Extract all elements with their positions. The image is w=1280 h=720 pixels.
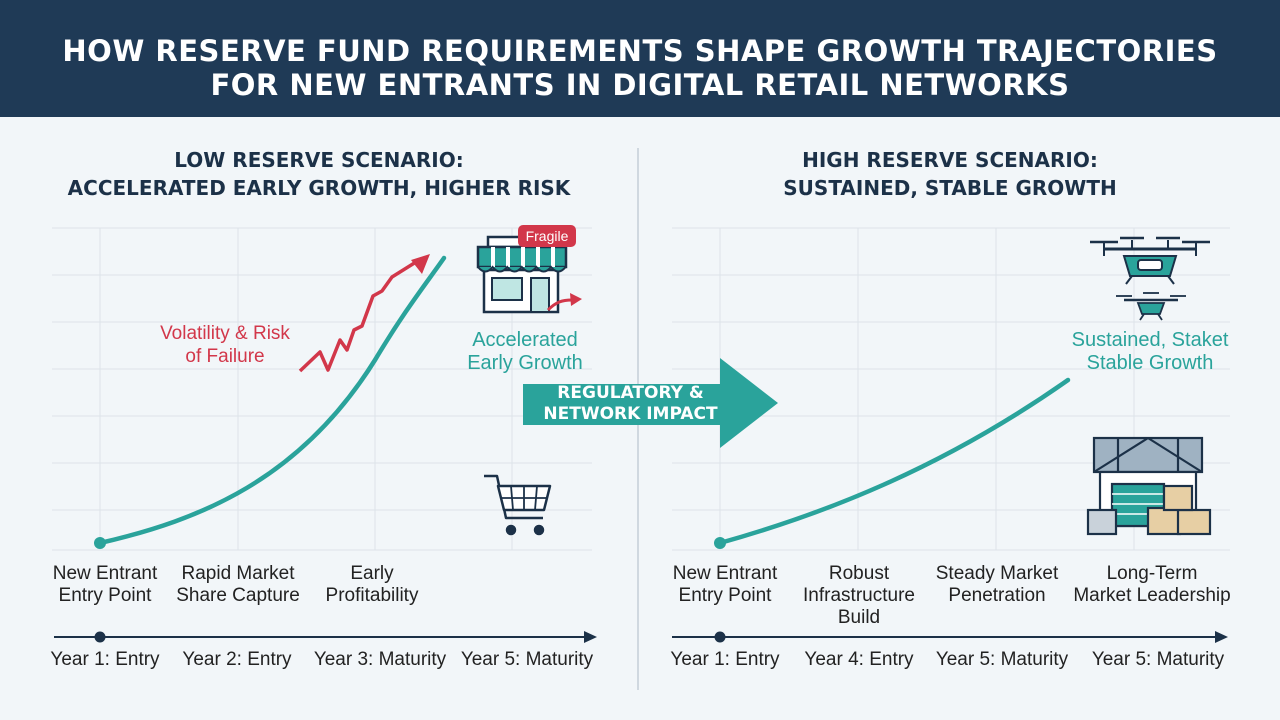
volatility-zigzag: [298, 260, 417, 373]
right-growth-note-line-2: Stable Growth: [1086, 352, 1214, 374]
right-year-1: Year 1: Entry: [670, 649, 780, 670]
fragile-badge: Fragile: [525, 228, 569, 244]
left-timeline: [54, 631, 597, 643]
left-stage-1: New Entrant Entry Point: [52, 563, 158, 606]
title-line-2: FOR NEW ENTRANTS IN DIGITAL RETAIL NETWO…: [210, 68, 1070, 102]
right-growth-curve: [717, 377, 1071, 546]
left-year-4: Year 5: Maturity: [460, 649, 594, 670]
left-growth-note-line-1: Accelerated: [472, 329, 578, 351]
right-growth-note-line-1: Sustained, Staket: [1071, 329, 1229, 351]
right-stage-4: Long-Term Market Leadership: [1073, 563, 1231, 606]
risk-note-line-1: Volatility & Risk: [160, 323, 290, 344]
shopping-cart-icon: [484, 474, 552, 536]
title-line-1: HOW RESERVE FUND REQUIREMENTS SHAPE GROW…: [62, 34, 1218, 68]
right-stage-1: New Entrant Entry Point: [672, 563, 778, 606]
left-stage-3: Early Profitability: [325, 563, 419, 606]
right-year-2: Year 4: Entry: [804, 649, 914, 670]
left-stage-2: Rapid Market Share Capture: [176, 563, 300, 606]
left-growth-note-line-2: Early Growth: [467, 352, 583, 374]
drone-icon: [1090, 236, 1210, 285]
fragile-arrowhead: [570, 293, 582, 306]
left-year-2: Year 2: Entry: [182, 649, 292, 670]
arrow-label-line-2: NETWORK IMPACT: [543, 404, 718, 424]
drone-icon-small: [1116, 292, 1186, 321]
left-heading-line-1: LOW RESERVE SCENARIO:: [174, 148, 464, 172]
fragile-badge-bg: [518, 225, 576, 247]
left-start-dot: [94, 537, 106, 549]
left-year-3: Year 3: Maturity: [313, 649, 447, 670]
right-stage-3: Steady Market Penetration: [935, 563, 1059, 606]
left-year-1: Year 1: Entry: [50, 649, 160, 670]
right-start-dot: [714, 537, 726, 549]
arrow-label-line-1: REGULATORY &: [557, 383, 704, 403]
right-year-4: Year 5: Maturity: [1091, 649, 1225, 670]
right-heading-line-2: SUSTAINED, STABLE GROWTH: [783, 176, 1117, 200]
left-heading-line-2: ACCELERATED EARLY GROWTH, HIGHER RISK: [67, 176, 571, 200]
right-heading-line-1: HIGH RESERVE SCENARIO:: [802, 148, 1098, 172]
right-stage-2: Robust Infrastructure Build: [803, 563, 915, 628]
risk-note-line-2: of Failure: [185, 346, 265, 367]
volatility-arrowhead: [411, 254, 430, 274]
storefront-icon: [476, 235, 568, 314]
right-timeline: [672, 631, 1228, 643]
fragile-arrow: [546, 298, 573, 312]
header-banner: HOW RESERVE FUND REQUIREMENTS SHAPE GROW…: [0, 0, 1280, 117]
right-year-3: Year 5: Maturity: [935, 649, 1069, 670]
warehouse-icon: [1086, 436, 1212, 536]
regulatory-impact-arrow: [523, 358, 778, 448]
left-growth-curve: [97, 255, 447, 546]
